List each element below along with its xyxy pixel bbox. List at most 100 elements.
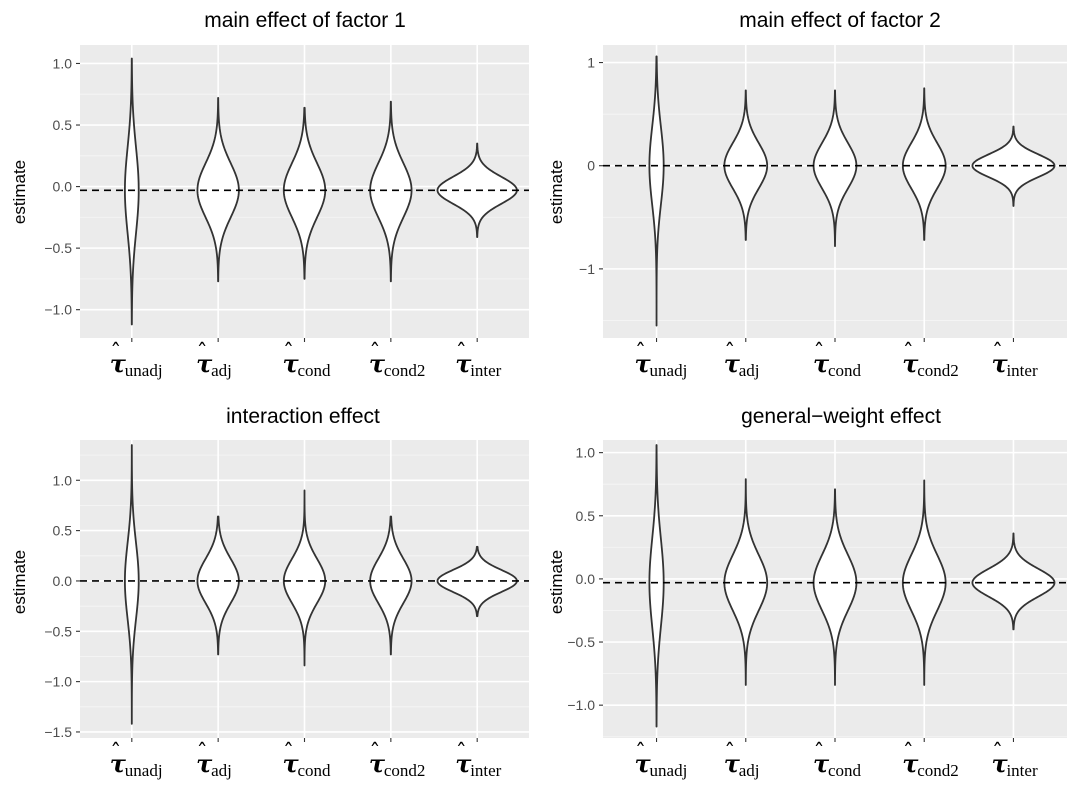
y-tick-label: 0.0 [53,179,73,195]
y-tick-label: −0.5 [567,634,595,650]
y-tick-label: −1.5 [44,724,72,740]
y-tick-label: −0.5 [44,623,72,639]
hat-accent: ˆ [635,341,646,366]
tau-symbol: τ [369,749,386,778]
subscript: unadj [650,761,688,780]
tau-symbol: τ [724,749,741,778]
subscript: adj [739,361,760,380]
hat-accent: ˆ [197,341,208,366]
tau-symbol: τ [902,749,919,778]
subscript: cond2 [917,361,959,380]
tau-symbol: τ [813,749,830,778]
hat-accent: ˆ [456,741,467,766]
subscript: cond2 [384,361,426,380]
y-tick-label: 0.0 [576,571,596,587]
hat-accent: ˆ [110,741,121,766]
y-axis-label: estimate [10,160,29,224]
hat-accent: ˆ [903,341,914,366]
hat-accent: ˆ [456,341,467,366]
y-tick-label: −0.5 [44,240,72,256]
subscript: inter [470,761,501,780]
y-tick-label: −1.0 [44,302,72,318]
y-tick-label: −1 [579,261,595,277]
hat-accent: ˆ [110,341,121,366]
y-tick-label: 0.5 [53,117,73,133]
hat-accent: ˆ [992,741,1003,766]
subscript: adj [211,361,232,380]
tau-symbol: τ [455,349,472,378]
panel-title: main effect of factor 2 [739,9,941,32]
panel-3: −1.5−1.0−0.50.00.51.0ˆτunadjˆτadjˆτcondˆ… [10,405,529,780]
tau-symbol: τ [110,749,127,778]
panel-title: interaction effect [226,405,380,428]
violin-unadj [124,444,140,725]
subscript: inter [1006,761,1037,780]
violin-adj [723,478,769,686]
tau-symbol: τ [110,349,127,378]
tau-symbol: τ [369,349,386,378]
tau-symbol: τ [196,349,213,378]
violin-cond [282,106,327,280]
subscript: cond2 [384,761,426,780]
y-tick-label: 1.0 [53,55,73,71]
hat-accent: ˆ [724,341,735,366]
tau-symbol: τ [991,349,1008,378]
violin-cond2 [369,515,413,656]
tau-symbol: τ [196,749,213,778]
panel-2: −101ˆτunadjˆτadjˆτcondˆτcond2ˆτintermain… [547,9,1067,380]
y-tick-label: 0 [587,158,595,174]
subscript: inter [470,361,501,380]
violin-cond2 [901,87,947,241]
hat-accent: ˆ [635,741,646,766]
subscript: unadj [125,361,163,380]
subscript: unadj [650,361,688,380]
violin-cond2 [901,479,947,686]
subscript: adj [211,761,232,780]
y-tick-label: −1.0 [44,674,72,690]
violin-cond [812,488,858,686]
tau-symbol: τ [991,749,1008,778]
hat-accent: ˆ [369,741,380,766]
violin-inter [971,532,1056,631]
violin-cond [282,489,327,667]
violin-cond [812,89,858,248]
violin-cond2 [369,100,413,283]
y-tick-label: 1 [587,55,595,71]
panel-4: −1.0−0.50.00.51.0ˆτunadjˆτadjˆτcondˆτcon… [547,405,1067,780]
hat-accent: ˆ [369,341,380,366]
y-tick-label: 0.5 [576,508,596,524]
hat-accent: ˆ [283,741,294,766]
y-tick-label: 0.0 [53,573,73,589]
subscript: inter [1006,361,1037,380]
y-tick-label: 1.0 [576,445,596,461]
hat-accent: ˆ [197,741,208,766]
subscript: cond2 [917,761,959,780]
subscript: cond [298,361,332,380]
hat-accent: ˆ [814,341,825,366]
y-axis-label: estimate [547,550,566,614]
violin-unadj [124,57,140,326]
tau-symbol: τ [635,349,652,378]
tau-symbol: τ [455,749,472,778]
subscript: cond [828,361,862,380]
hat-accent: ˆ [814,741,825,766]
